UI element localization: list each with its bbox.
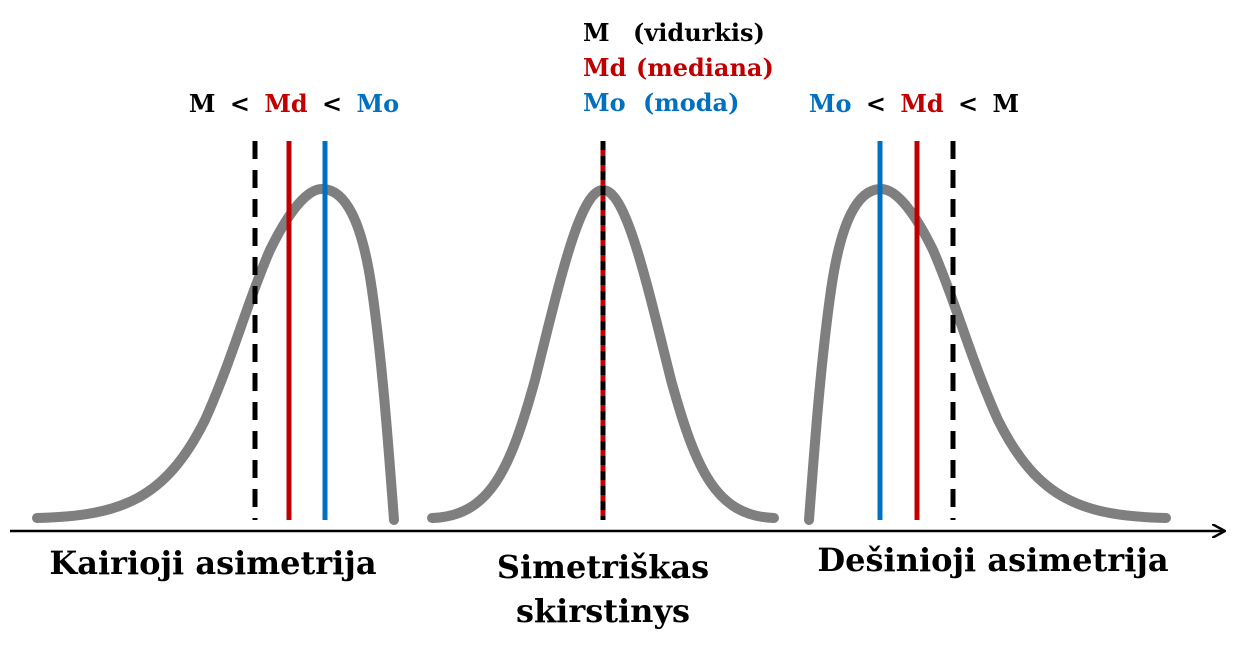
- left-skew-curve: [32, 184, 399, 525]
- legend-mode-label: Mo: [583, 88, 626, 117]
- left-rel-median: Md: [264, 89, 308, 118]
- legend-median-label: Md: [583, 53, 627, 82]
- symmetric-legend: M (vidurkis) Md (mediana) Mo (moda): [583, 18, 774, 117]
- right-rel-mode: Mo: [809, 89, 852, 118]
- symmetric-panel: M (vidurkis) Md (mediana) Mo (moda) Sime…: [427, 18, 779, 630]
- legend-mode: Mo (moda): [583, 88, 739, 117]
- legend-median: Md (mediana): [583, 53, 774, 82]
- right-skew-panel: Mo < Md < M Dešinioji asimetrija: [804, 89, 1171, 579]
- legend-mean: M (vidurkis): [583, 18, 765, 47]
- left-caption: Kairioji asimetrija: [49, 544, 376, 582]
- legend-mean-label: M: [583, 18, 610, 47]
- left-rel-mode: Mo: [357, 89, 400, 118]
- left-rel-lt2: <: [322, 89, 342, 118]
- legend-median-desc: (mediana): [636, 53, 774, 82]
- right-rel-median: Md: [900, 89, 944, 118]
- right-rel-mean: M: [993, 89, 1020, 118]
- legend-mean-desc: (vidurkis): [633, 18, 765, 47]
- left-rel-lt1: <: [230, 89, 250, 118]
- legend-mode-desc: (moda): [643, 88, 739, 117]
- right-skew-curve: [804, 184, 1171, 525]
- left-relation: M < Md < Mo: [189, 89, 399, 118]
- left-rel-mean: M: [189, 89, 216, 118]
- right-relation: Mo < Md < M: [809, 89, 1019, 118]
- symmetric-caption-line2: skirstinys: [516, 592, 690, 630]
- right-caption: Dešinioji asimetrija: [817, 541, 1168, 579]
- left-skew-panel: M < Md < Mo Kairioji asimetrija: [32, 89, 399, 582]
- right-rel-lt2: <: [958, 89, 978, 118]
- symmetric-caption-line1: Simetriškas: [497, 548, 709, 586]
- right-rel-lt1: <: [866, 89, 886, 118]
